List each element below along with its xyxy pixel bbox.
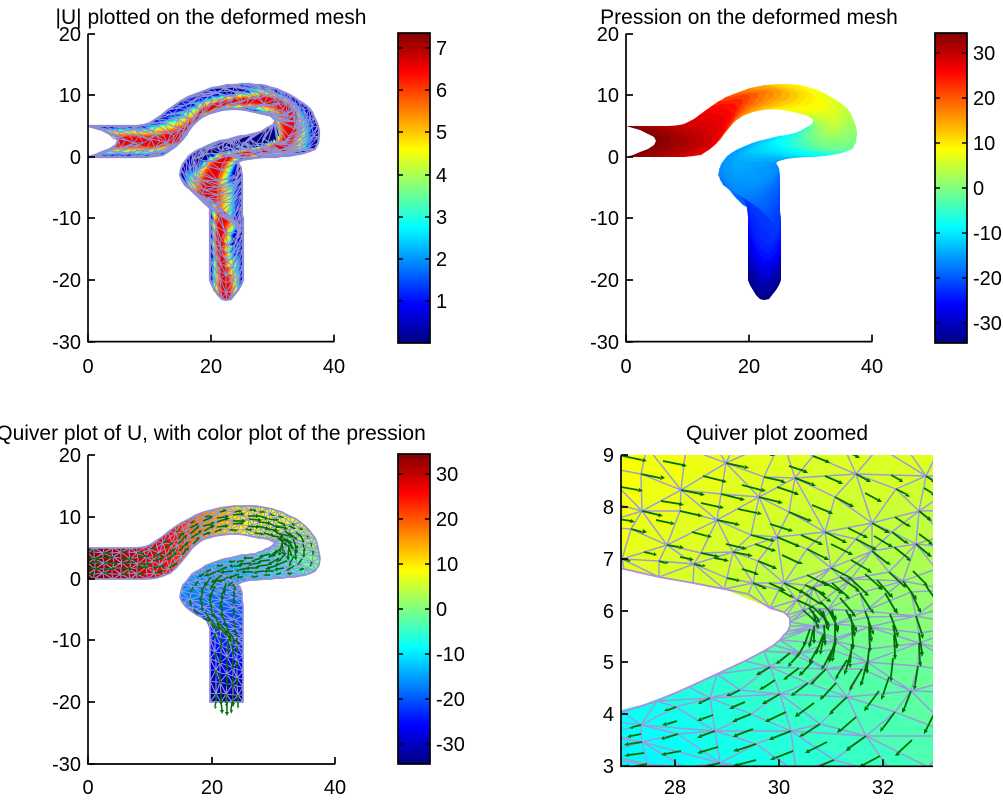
svg-text:32: 32 (872, 777, 894, 796)
svg-text:20: 20 (597, 24, 619, 46)
svg-text:-30: -30 (973, 313, 1002, 335)
svg-text:28: 28 (664, 777, 686, 796)
svg-text:2: 2 (436, 249, 447, 271)
svg-text:30: 30 (973, 43, 995, 65)
svg-text:4: 4 (603, 704, 614, 726)
svg-text:Quiver plot zoomed: Quiver plot zoomed (686, 422, 868, 445)
svg-text:-30: -30 (436, 734, 465, 756)
svg-text:20: 20 (59, 24, 81, 46)
svg-text:40: 40 (323, 356, 345, 378)
svg-text:20: 20 (201, 777, 223, 796)
svg-text:20: 20 (436, 509, 458, 531)
svg-text:Quiver plot of U, with color p: Quiver plot of U, with color plot of the… (0, 422, 426, 445)
svg-text:-20: -20 (52, 270, 81, 292)
svg-text:6: 6 (603, 601, 614, 623)
svg-text:40: 40 (861, 356, 883, 378)
svg-text:0: 0 (973, 178, 984, 200)
svg-text:-10: -10 (973, 223, 1002, 245)
svg-text:6: 6 (436, 80, 447, 102)
svg-text:-10: -10 (52, 630, 81, 652)
svg-text:Pression on the deformed mesh: Pression on the deformed mesh (600, 6, 898, 29)
svg-text:30: 30 (768, 777, 790, 796)
svg-text:-10: -10 (590, 208, 619, 230)
svg-text:-10: -10 (436, 644, 465, 666)
svg-text:7: 7 (436, 38, 447, 60)
svg-text:0: 0 (82, 777, 93, 796)
svg-text:-20: -20 (52, 692, 81, 714)
svg-text:10: 10 (59, 507, 81, 529)
svg-text:-30: -30 (590, 332, 619, 354)
svg-text:7: 7 (603, 549, 614, 571)
svg-text:1: 1 (436, 291, 447, 313)
svg-text:5: 5 (603, 652, 614, 674)
svg-text:0: 0 (620, 356, 631, 378)
svg-text:10: 10 (59, 85, 81, 107)
svg-text:20: 20 (59, 445, 81, 467)
svg-text:0: 0 (608, 147, 619, 169)
svg-text:20: 20 (200, 356, 222, 378)
svg-text:40: 40 (324, 777, 346, 796)
svg-text:|U| plotted on the deformed me: |U| plotted on the deformed mesh (56, 6, 367, 29)
svg-text:10: 10 (973, 133, 995, 155)
svg-text:-30: -30 (52, 332, 81, 354)
svg-text:9: 9 (603, 445, 614, 467)
svg-text:30: 30 (436, 464, 458, 486)
svg-text:0: 0 (70, 147, 81, 169)
svg-text:10: 10 (436, 554, 458, 576)
svg-text:10: 10 (597, 85, 619, 107)
svg-text:3: 3 (436, 207, 447, 229)
svg-text:-20: -20 (973, 268, 1002, 290)
svg-text:8: 8 (603, 497, 614, 519)
svg-text:0: 0 (436, 599, 447, 621)
svg-text:4: 4 (436, 165, 447, 187)
svg-text:20: 20 (973, 88, 995, 110)
svg-text:20: 20 (738, 356, 760, 378)
svg-text:0: 0 (70, 569, 81, 591)
svg-text:-20: -20 (590, 270, 619, 292)
svg-text:-20: -20 (436, 689, 465, 711)
svg-text:-30: -30 (52, 754, 81, 776)
svg-text:0: 0 (82, 356, 93, 378)
svg-text:3: 3 (603, 756, 614, 778)
svg-text:-10: -10 (52, 208, 81, 230)
svg-text:5: 5 (436, 122, 447, 144)
